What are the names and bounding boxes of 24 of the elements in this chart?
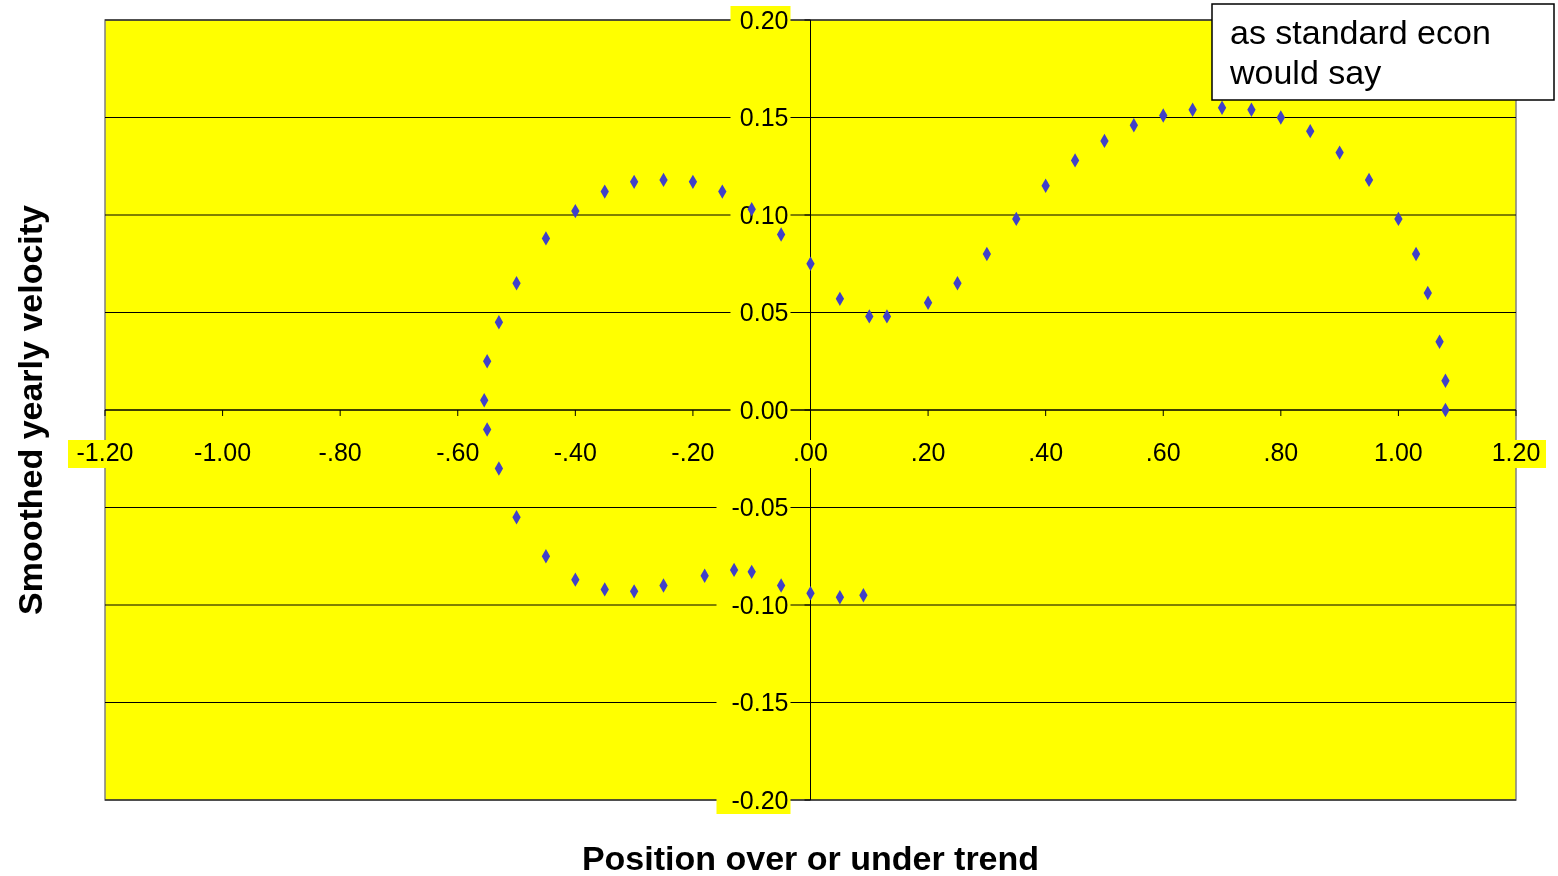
y-tick-label: -0.15	[731, 688, 789, 717]
y-tick-label: -0.10	[731, 590, 789, 619]
y-tick-label: 0.05	[739, 298, 789, 327]
x-tick-label: -1.20	[76, 438, 134, 466]
y-tick-label: -0.05	[731, 493, 789, 522]
y-tick-label: 0.20	[739, 5, 789, 34]
y-tick-label: 0.00	[739, 395, 789, 424]
y-tick-label: 0.15	[739, 103, 789, 132]
x-axis-title: Position over or under trend	[581, 839, 1040, 876]
x-tick-label: -.80	[318, 438, 362, 466]
x-tick-label: .80	[1263, 438, 1299, 466]
x-tick-label: -1.00	[194, 438, 252, 466]
x-tick-label: 1.00	[1374, 438, 1423, 466]
x-tick-label: 1.20	[1491, 438, 1541, 466]
annotation: as standard econ would say	[1229, 13, 1491, 91]
x-tick-label: -.20	[671, 438, 715, 466]
x-tick-label: .00	[793, 438, 828, 466]
y-tick-label: -0.20	[731, 785, 789, 814]
x-tick-label: .20	[910, 438, 946, 466]
x-tick-label: -.40	[553, 438, 597, 466]
x-tick-label: .60	[1145, 438, 1181, 466]
y-axis-title: Smoothed yearly velocity	[11, 204, 49, 616]
x-tick-label: -.60	[436, 438, 480, 466]
x-tick-label: .40	[1028, 438, 1064, 466]
